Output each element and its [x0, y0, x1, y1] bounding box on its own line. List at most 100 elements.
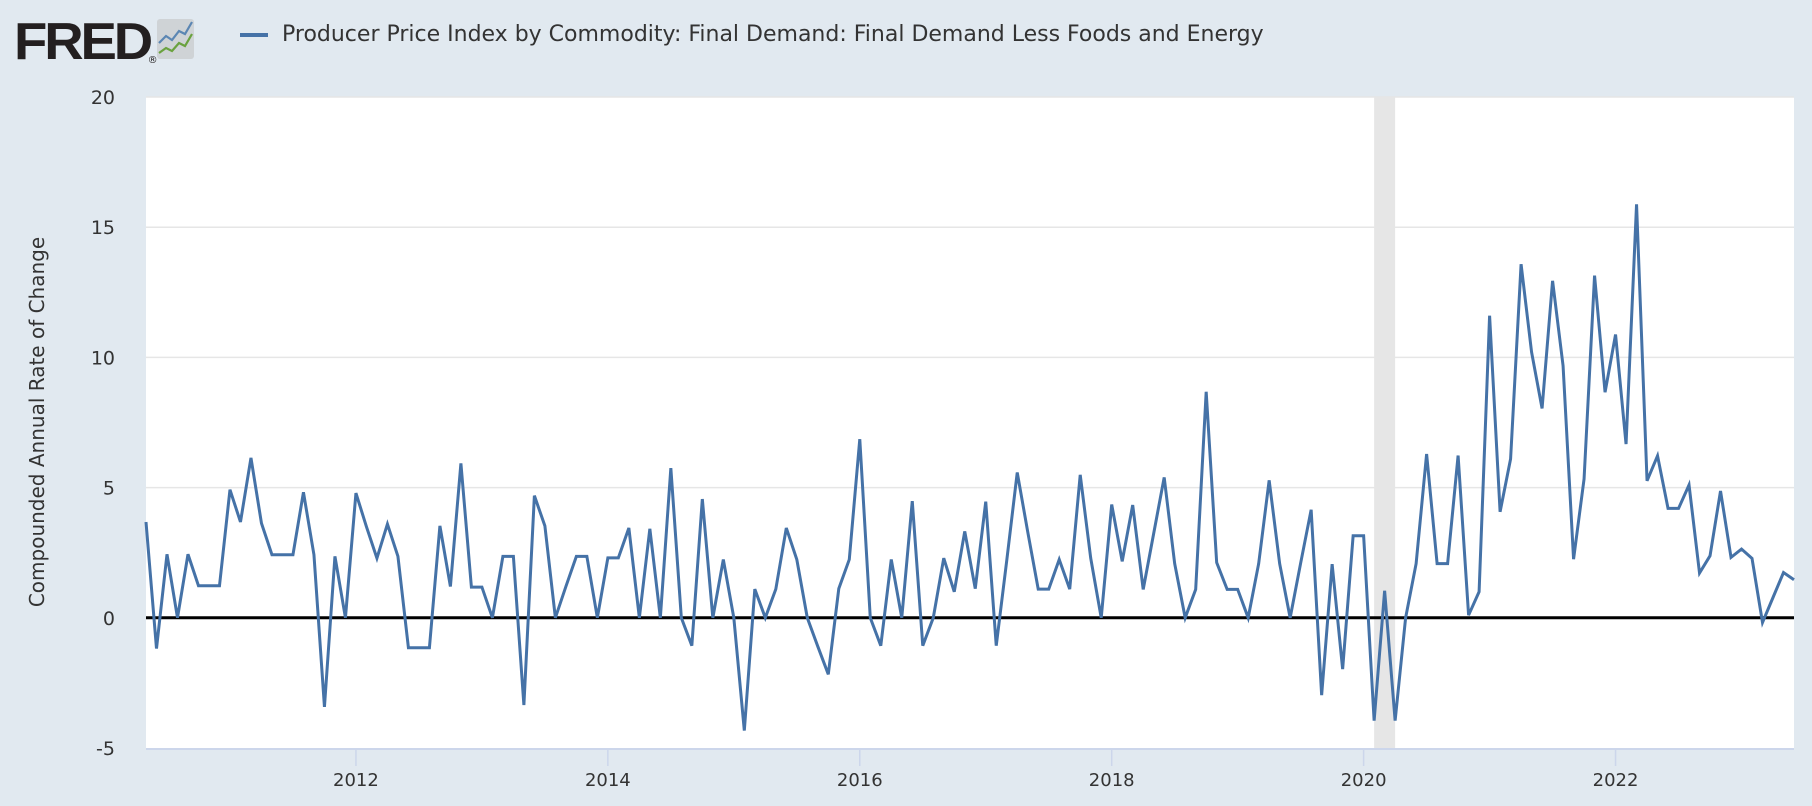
data-point — [1593, 274, 1597, 278]
data-point — [952, 590, 956, 594]
data-point — [1677, 506, 1681, 510]
data-point — [774, 587, 778, 591]
data-point — [1162, 475, 1166, 479]
data-point — [784, 526, 788, 530]
data-point — [144, 520, 148, 524]
plot-background — [146, 97, 1794, 748]
data-point — [1057, 557, 1061, 561]
data-point — [1036, 587, 1040, 591]
data-point — [238, 520, 242, 524]
data-point — [742, 729, 746, 733]
data-point — [1530, 350, 1534, 354]
x-tick-label: 2016 — [837, 770, 883, 791]
data-point — [1425, 452, 1429, 456]
data-point — [259, 521, 263, 525]
data-point — [417, 646, 421, 650]
y-tick-label: 15 — [91, 217, 115, 239]
data-point — [1362, 534, 1366, 538]
data-point — [1572, 557, 1576, 561]
data-point — [354, 491, 358, 495]
data-point — [690, 644, 694, 648]
recession-band — [1374, 97, 1396, 748]
data-point — [837, 587, 841, 591]
data-point — [1414, 562, 1418, 566]
data-point — [1246, 616, 1250, 620]
data-point — [805, 616, 809, 620]
data-point — [175, 616, 179, 620]
data-point — [574, 554, 578, 558]
data-point — [679, 616, 683, 620]
data-point — [1183, 616, 1187, 620]
data-point — [291, 553, 295, 557]
y-tick-label: 0 — [103, 608, 115, 630]
data-point — [1299, 561, 1303, 565]
data-point — [385, 522, 389, 526]
data-point — [1068, 587, 1072, 591]
data-point — [1551, 279, 1555, 283]
data-point — [585, 554, 589, 558]
data-point — [427, 646, 431, 650]
data-point — [1288, 616, 1292, 620]
series-line[interactable] — [144, 204, 1795, 731]
data-point — [301, 490, 305, 494]
data-point — [1687, 483, 1691, 487]
data-point — [1015, 470, 1019, 474]
data-point — [322, 705, 326, 709]
data-point — [627, 526, 631, 530]
data-point — [595, 616, 599, 620]
data-point — [942, 556, 946, 560]
data-point — [994, 644, 998, 648]
x-axis: 2012 2014 2016 2018 2020 2022 — [333, 749, 1638, 791]
data-point — [1435, 562, 1439, 566]
data-point — [732, 616, 736, 620]
data-point — [1215, 561, 1219, 565]
data-point — [1635, 202, 1639, 206]
data-point — [1005, 559, 1009, 563]
legend-item[interactable]: Producer Price Index by Commodity: Final… — [240, 22, 1264, 47]
data-point — [984, 500, 988, 504]
data-point — [1078, 473, 1082, 477]
data-point — [196, 584, 200, 588]
y-axis-title: Compounded Annual Rate of Change — [25, 237, 49, 607]
data-point — [868, 616, 872, 620]
legend-label: Producer Price Index by Commodity: Final… — [282, 22, 1264, 47]
data-point — [1173, 562, 1177, 566]
data-point — [648, 527, 652, 531]
x-tick-label: 2018 — [1089, 770, 1135, 791]
data-point — [795, 557, 799, 561]
data-point — [753, 587, 757, 591]
x-tick-label: 2014 — [585, 770, 631, 791]
y-tick-label: 20 — [91, 87, 115, 109]
data-point — [1624, 442, 1628, 446]
data-point — [1666, 506, 1670, 510]
data-point — [1131, 503, 1135, 507]
data-point — [1404, 616, 1408, 620]
data-point — [522, 703, 526, 707]
data-point — [1152, 531, 1156, 535]
data-point — [637, 616, 641, 620]
data-point — [1026, 530, 1030, 534]
data-point — [1330, 562, 1334, 566]
data-point — [1540, 406, 1544, 410]
data-point — [1477, 590, 1481, 594]
legend-swatch — [240, 32, 268, 37]
data-point — [1089, 556, 1093, 560]
data-point — [721, 557, 725, 561]
data-point — [1488, 314, 1492, 318]
data-point — [1603, 390, 1607, 394]
fred-logo[interactable]: FRED ® — [14, 16, 158, 68]
data-point — [343, 616, 347, 620]
data-point — [1047, 587, 1051, 591]
data-point — [1446, 562, 1450, 566]
data-point — [396, 554, 400, 558]
data-point — [1708, 554, 1712, 558]
data-point — [270, 553, 274, 557]
data-point — [532, 494, 536, 498]
data-point — [1467, 613, 1471, 617]
data-point — [186, 552, 190, 556]
chart-header: FRED ® Producer Price Index by Commodity… — [0, 0, 1812, 80]
data-point — [1456, 454, 1460, 458]
y-tick-label: -5 — [96, 738, 115, 760]
data-point — [448, 585, 452, 589]
